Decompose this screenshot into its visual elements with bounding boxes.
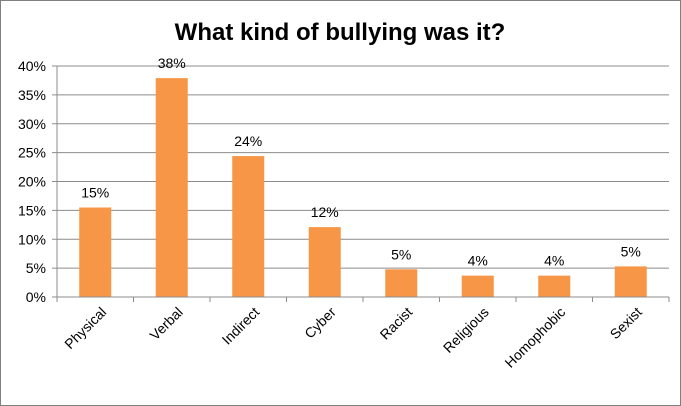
- data-label: 4%: [544, 253, 564, 269]
- category-label: Sexist: [607, 304, 645, 342]
- y-tick-label: 40%: [18, 58, 46, 74]
- y-tick-label: 30%: [18, 116, 46, 132]
- bar: [614, 266, 647, 297]
- category-label: Physical: [61, 304, 109, 352]
- data-label: 12%: [311, 204, 339, 220]
- data-label: 38%: [158, 55, 186, 71]
- y-tick-label: 35%: [18, 87, 46, 103]
- y-tick-label: 20%: [18, 174, 46, 190]
- bar: [79, 207, 112, 297]
- bar: [385, 269, 418, 297]
- y-tick-label: 15%: [18, 202, 46, 218]
- chart-title: What kind of bullying was it?: [175, 19, 506, 46]
- category-label: Homophobic: [501, 304, 568, 371]
- data-label: 24%: [234, 133, 262, 149]
- gridlines: [57, 65, 669, 269]
- category-label: Racist: [377, 304, 416, 343]
- y-tick-label: 5%: [26, 260, 46, 276]
- category-label: Indirect: [219, 304, 263, 348]
- y-tick-label: 25%: [18, 145, 46, 161]
- category-label: Verbal: [146, 304, 185, 343]
- bars: [79, 78, 647, 297]
- data-label: 15%: [81, 184, 109, 200]
- category-label: Religious: [440, 304, 492, 356]
- category-label: Cyber: [301, 304, 339, 342]
- data-label: 5%: [621, 243, 641, 259]
- data-label: 5%: [391, 246, 411, 262]
- data-labels: 15% 38% 24% 12% 5% 4% 4% 5%: [81, 55, 641, 269]
- bar: [155, 78, 188, 297]
- y-tick-label: 0%: [26, 289, 46, 305]
- y-axis-ticks: 0% 5% 10% 15% 20% 25% 30% 35% 40%: [18, 58, 57, 305]
- data-label: 4%: [468, 253, 488, 269]
- y-tick-label: 10%: [18, 231, 46, 247]
- bar: [538, 275, 571, 297]
- bar: [308, 227, 341, 297]
- bar: [461, 275, 494, 297]
- category-labels: Physical Verbal Indirect Cyber Racist Religio…: [56, 297, 670, 371]
- bar: [232, 156, 265, 297]
